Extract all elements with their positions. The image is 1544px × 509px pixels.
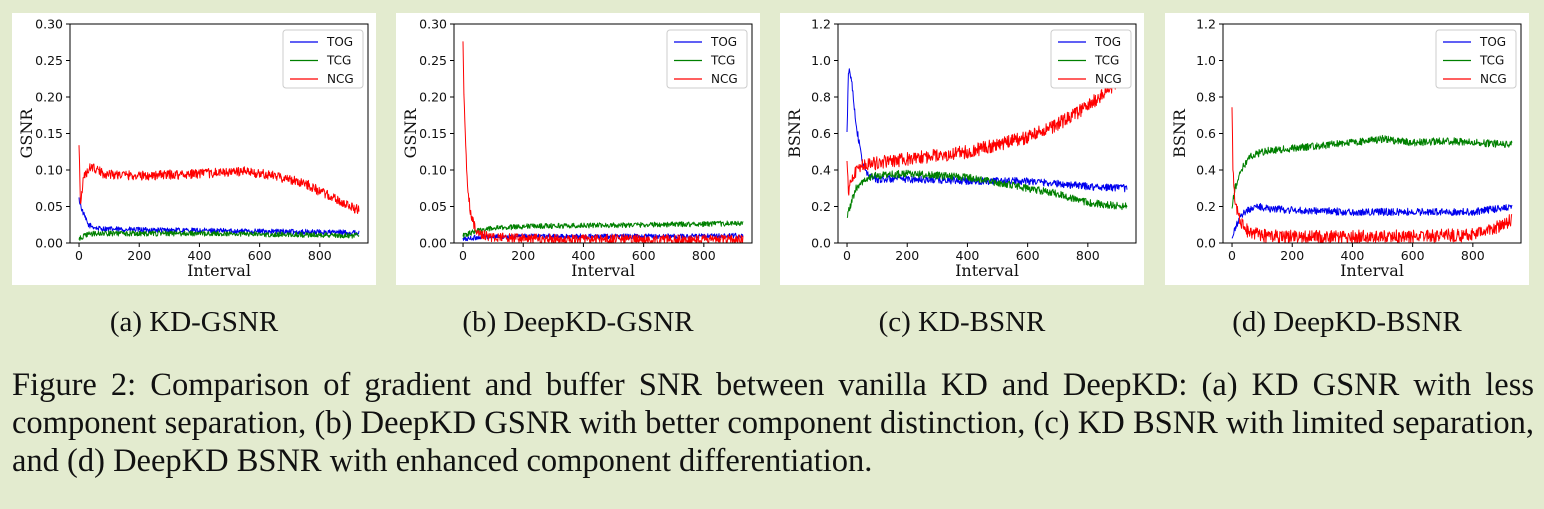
y-tick-label: 0.10 — [35, 163, 63, 178]
y-tick-label: 0.05 — [35, 199, 63, 214]
chart-svg: 0 200 400 600 800 0.00 0.05 0.10 0.15 0.20 0.25 0.3… — [17, 17, 369, 280]
series-line-ncg — [846, 74, 1128, 196]
y-tick-label: 0.15 — [419, 126, 447, 141]
y-tick-label: 0.8 — [811, 90, 831, 105]
y-tick-label: 1.2 — [811, 17, 831, 32]
legend-label-tcg: TCG — [326, 54, 351, 68]
y-tick-label: 0.4 — [1196, 163, 1216, 178]
x-tick-label: 600 — [1401, 248, 1425, 263]
x-tick-label: 200 — [1280, 248, 1304, 263]
legend-label-ncg: NCG — [1480, 72, 1507, 86]
legend-label-ncg: NCG — [1095, 72, 1122, 86]
y-tick-label: 0.30 — [35, 17, 63, 32]
series-line-tcg — [462, 220, 744, 239]
x-tick-label: 400 — [1341, 248, 1365, 263]
legend-box — [666, 29, 748, 89]
y-axis-label: BSNR — [1170, 108, 1189, 158]
chart-svg: 0 200 400 600 800 0.00 0.05 0.10 0.15 0.20 0.25 0.3… — [401, 17, 753, 280]
legend-box — [1435, 29, 1517, 89]
chart-svg: 0 200 400 600 800 0.0 0.2 0.4 0.6 0.8 1.0 1.2 Interv… — [1170, 17, 1522, 280]
x-tick-label: 800 — [1076, 248, 1100, 263]
x-tick-label: 200 — [127, 248, 151, 263]
series-line-tcg — [846, 169, 1128, 218]
legend-label-tcg: TCG — [710, 54, 735, 68]
y-tick-label: 0.6 — [811, 126, 831, 141]
chart-panel-a: 0 200 400 600 800 0.00 0.05 0.10 0.15 0.20 0.25 0.3… — [12, 13, 376, 285]
series-line-tcg — [1231, 134, 1513, 209]
series-line-ncg — [78, 145, 360, 214]
y-tick-label: 0.10 — [419, 163, 447, 178]
y-tick-label: 0.2 — [1196, 199, 1216, 214]
y-tick-label: 0.20 — [35, 90, 63, 105]
subcaption-c: (c) KD-BSNR — [878, 306, 1046, 338]
subcaption-d: (d) DeepKD-BSNR — [1232, 306, 1462, 338]
series-line-ncg — [462, 41, 744, 244]
series-line-ncg — [1231, 107, 1513, 244]
legend-box — [282, 29, 364, 89]
x-tick-label: 600 — [1016, 248, 1040, 263]
y-tick-label: 0.05 — [419, 199, 447, 214]
x-tick-label: 800 — [308, 248, 332, 263]
legend-label-ncg: NCG — [711, 72, 738, 86]
subcaption-a: (a) KD-GSNR — [109, 306, 279, 338]
x-tick-label: 200 — [895, 248, 919, 263]
x-tick-label: 600 — [248, 248, 272, 263]
y-tick-label: 0.6 — [1196, 126, 1216, 141]
y-tick-label: 1.2 — [1196, 17, 1216, 32]
x-axis-label: Interval — [1340, 261, 1404, 280]
x-tick-label: 400 — [956, 248, 980, 263]
y-tick-label: 0.00 — [419, 236, 447, 251]
chart-svg: 0 200 400 600 800 0.0 0.2 0.4 0.6 0.8 1.0 1.2 Interv… — [785, 17, 1137, 280]
legend-label-tog: TOG — [1094, 35, 1121, 49]
x-tick-label: 0 — [459, 248, 467, 263]
y-axis-label: BSNR — [785, 108, 804, 158]
y-tick-label: 0.8 — [1196, 90, 1216, 105]
figure-caption: Figure 2: Comparison of gradient and buf… — [12, 367, 1534, 479]
legend-label-tog: TOG — [710, 35, 737, 49]
x-tick-label: 800 — [692, 248, 716, 263]
x-tick-label: 200 — [511, 248, 535, 263]
y-tick-label: 0.25 — [419, 53, 447, 68]
legend-label-tog: TOG — [1479, 35, 1506, 49]
y-tick-label: 0.4 — [811, 163, 831, 178]
x-tick-label: 800 — [1461, 248, 1485, 263]
x-tick-label: 0 — [1228, 248, 1236, 263]
series-line-tcg — [78, 230, 360, 241]
series-line-tog — [1231, 203, 1513, 239]
y-tick-label: 0.2 — [811, 199, 831, 214]
subcaption-b: (b) DeepKD-GSNR — [462, 306, 694, 338]
y-tick-label: 0.0 — [1196, 236, 1216, 251]
x-axis-label: Interval — [187, 261, 251, 280]
y-tick-label: 1.0 — [811, 53, 831, 68]
legend-label-tcg: TCG — [1094, 54, 1119, 68]
x-tick-label: 0 — [843, 248, 851, 263]
legend-label-tog: TOG — [326, 35, 353, 49]
x-axis-label: Interval — [955, 261, 1019, 280]
y-tick-label: 0.0 — [811, 236, 831, 251]
chart-panel-c: 0 200 400 600 800 0.0 0.2 0.4 0.6 0.8 1.0 1.2 Interv… — [780, 13, 1144, 285]
y-tick-label: 0.00 — [35, 236, 63, 251]
legend-label-ncg: NCG — [327, 72, 354, 86]
series-line-tog — [78, 197, 360, 236]
y-tick-label: 0.25 — [35, 53, 63, 68]
y-tick-label: 1.0 — [1196, 53, 1216, 68]
x-tick-label: 400 — [572, 248, 596, 263]
x-tick-label: 0 — [75, 248, 83, 263]
x-tick-label: 400 — [188, 248, 212, 263]
x-axis-label: Interval — [571, 261, 635, 280]
y-tick-label: 0.30 — [419, 17, 447, 32]
chart-panel-b: 0 200 400 600 800 0.00 0.05 0.10 0.15 0.20 0.25 0.3… — [396, 13, 760, 285]
y-axis-label: GSNR — [401, 108, 420, 159]
x-tick-label: 600 — [632, 248, 656, 263]
legend-label-tcg: TCG — [1479, 54, 1504, 68]
y-tick-label: 0.15 — [35, 126, 63, 141]
y-axis-label: GSNR — [17, 108, 36, 159]
chart-panel-d: 0 200 400 600 800 0.0 0.2 0.4 0.6 0.8 1.0 1.2 Interv… — [1165, 13, 1529, 285]
legend-box — [1050, 29, 1132, 89]
y-tick-label: 0.20 — [419, 90, 447, 105]
